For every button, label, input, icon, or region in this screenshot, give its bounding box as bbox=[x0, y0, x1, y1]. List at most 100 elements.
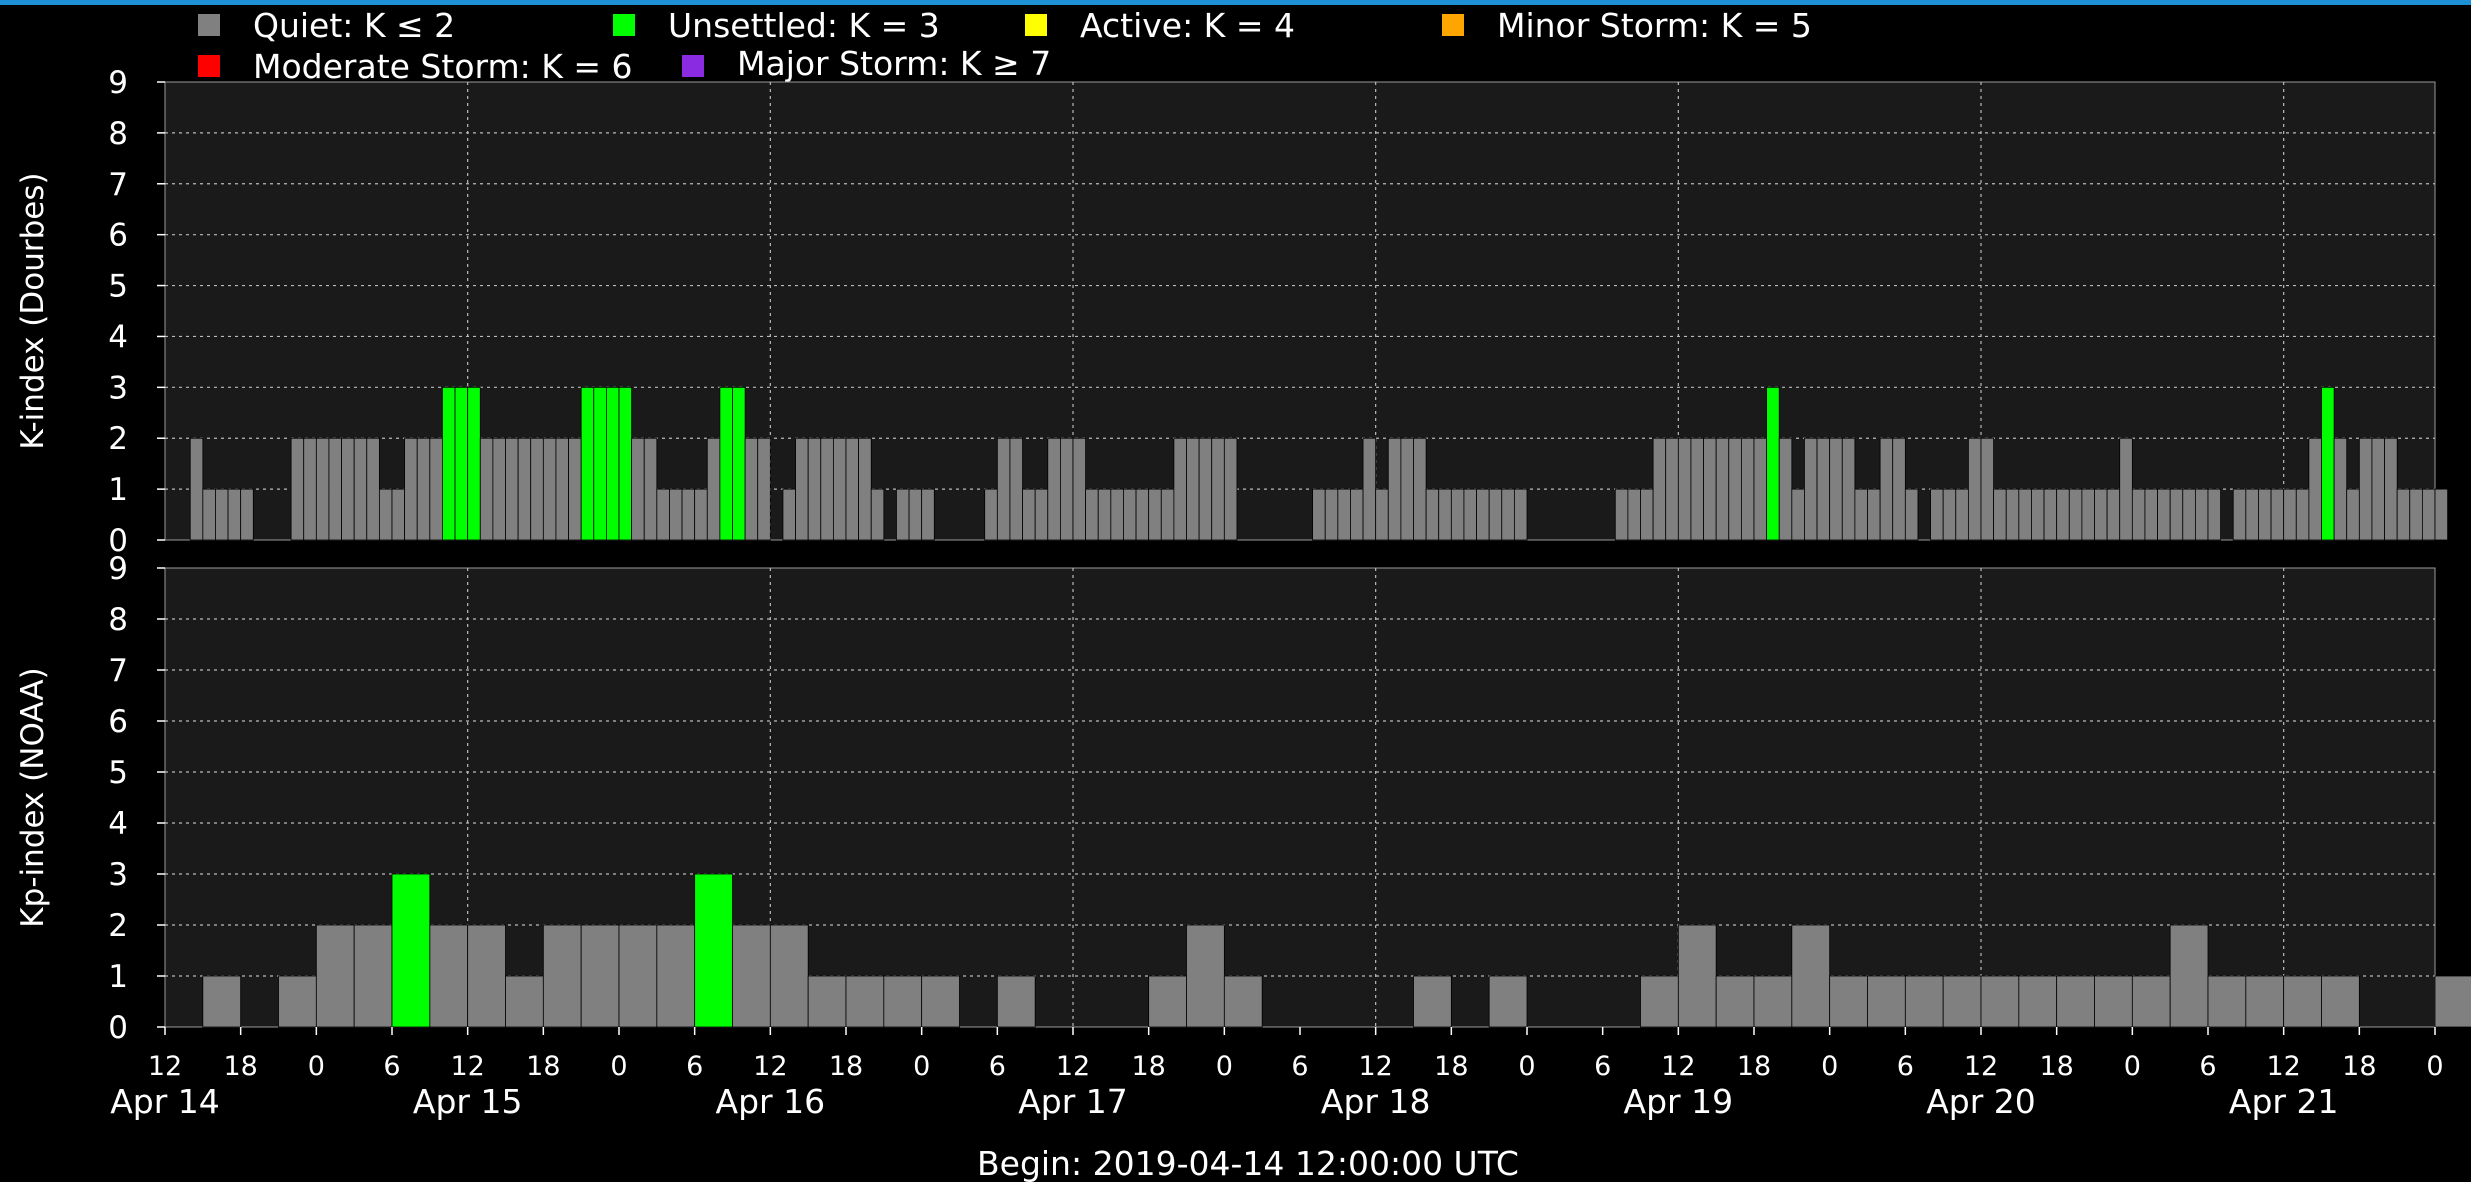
k-bar bbox=[1097, 488, 1112, 541]
x-tick-label: 12 bbox=[2266, 1051, 2300, 1082]
x-tick-label: 18 bbox=[526, 1051, 560, 1082]
y-tick-label: 6 bbox=[108, 704, 128, 740]
y-tick-label: 1 bbox=[108, 472, 128, 508]
k-bar bbox=[1640, 975, 1679, 1028]
x-axis: 12 18 0 6 12 18 0 6 12 18 0 6 12 18 0 6 12 18 0 6 12 18 0 6 12 18… bbox=[110, 1027, 2444, 1121]
x-tick-label: 6 bbox=[686, 1051, 703, 1082]
k-bar bbox=[1476, 488, 1490, 541]
k-bar bbox=[1942, 975, 1982, 1028]
k-bar bbox=[2144, 488, 2158, 541]
k-bar bbox=[1753, 437, 1768, 541]
k-bar bbox=[467, 386, 481, 541]
y-tick-label: 5 bbox=[108, 269, 128, 305]
k-bar bbox=[1186, 924, 1225, 1028]
k-bar bbox=[1034, 488, 1049, 541]
x-tick-label: 12 bbox=[753, 1051, 787, 1082]
k-bar bbox=[996, 975, 1036, 1028]
k-bar bbox=[366, 437, 380, 541]
k-bar bbox=[1980, 437, 1995, 541]
k-bar bbox=[921, 488, 935, 541]
k-bar bbox=[2056, 975, 2095, 1028]
y-tick-label: 9 bbox=[108, 551, 128, 587]
k-bar bbox=[1324, 488, 1339, 541]
k-bar bbox=[1980, 975, 2020, 1028]
x-tick-label: 12 bbox=[1358, 1051, 1392, 1082]
k-bar bbox=[631, 437, 645, 541]
k-bar bbox=[2157, 488, 2171, 541]
x-date-label: Apr 14 bbox=[110, 1082, 220, 1121]
x-tick-label: 12 bbox=[1661, 1051, 1695, 1082]
k-bar bbox=[2081, 488, 2095, 541]
k-bar bbox=[1967, 437, 1982, 541]
k-bar bbox=[2308, 437, 2322, 541]
k-bar bbox=[442, 386, 456, 541]
k-bar bbox=[2245, 975, 2285, 1028]
k-bar bbox=[1413, 975, 1452, 1028]
legend-label: Moderate Storm: K = 6 bbox=[253, 47, 633, 86]
k-bar bbox=[1728, 437, 1742, 541]
k-bar bbox=[2131, 488, 2146, 541]
k-bar bbox=[1110, 488, 1124, 541]
k-bar bbox=[2094, 488, 2108, 541]
k-bar bbox=[870, 488, 885, 541]
k-bar bbox=[1148, 488, 1162, 541]
k-bar bbox=[807, 437, 822, 541]
k-bar bbox=[1816, 437, 1831, 541]
k-bar bbox=[996, 437, 1011, 541]
k-bar bbox=[845, 975, 885, 1028]
kp-index-noaa-panel: 0 1 2 3 4 5 6 7 8 9 Kp-index (NOAA) bbox=[15, 551, 2471, 1046]
k-bar bbox=[2270, 488, 2285, 541]
k-bar bbox=[1059, 437, 1074, 541]
x-tick-label: 6 bbox=[2199, 1051, 2216, 1082]
legend-label: Quiet: K ≤ 2 bbox=[253, 6, 455, 45]
k-bar bbox=[1223, 975, 1263, 1028]
y-tick-label: 4 bbox=[108, 319, 128, 355]
k-bar bbox=[1627, 488, 1641, 541]
k-bar bbox=[1930, 488, 1944, 541]
y-tick-label: 3 bbox=[108, 370, 128, 406]
k-bar bbox=[1375, 488, 1389, 541]
k-bar bbox=[416, 437, 431, 541]
x-tick-label: 12 bbox=[1056, 1051, 1090, 1082]
k-bar bbox=[2119, 437, 2133, 541]
k-bar bbox=[1715, 975, 1755, 1028]
k-bar bbox=[2245, 488, 2259, 541]
k-bar bbox=[2434, 488, 2449, 541]
k-bar bbox=[1488, 975, 1528, 1028]
k-bar bbox=[681, 488, 696, 541]
k-bar bbox=[1904, 488, 1919, 541]
k-bar bbox=[378, 488, 393, 541]
k-bar bbox=[2333, 437, 2348, 541]
k-bar bbox=[328, 437, 342, 541]
k-bar bbox=[732, 924, 771, 1028]
k-bar bbox=[1904, 975, 1944, 1028]
k-bar bbox=[1640, 488, 1654, 541]
k-bar bbox=[1829, 437, 1843, 541]
k-bar bbox=[530, 437, 544, 541]
k-bar bbox=[2106, 488, 2121, 541]
k-bar bbox=[492, 437, 506, 541]
k-bar bbox=[618, 386, 633, 541]
k-bar bbox=[1677, 924, 1717, 1028]
x-tick-label: 0 bbox=[2124, 1051, 2141, 1082]
k-bar bbox=[1123, 488, 1137, 541]
k-bar bbox=[555, 437, 569, 541]
k-bar bbox=[2194, 488, 2209, 541]
k-bar bbox=[2043, 488, 2058, 541]
k-bar bbox=[202, 975, 242, 1028]
k-bar bbox=[820, 437, 834, 541]
k-bar bbox=[2094, 975, 2133, 1028]
y-tick-label: 2 bbox=[108, 908, 128, 944]
y-tick-label: 8 bbox=[108, 116, 128, 152]
y-tick-label: 9 bbox=[108, 65, 128, 101]
k-bar bbox=[694, 488, 708, 541]
k-bar bbox=[1463, 488, 1477, 541]
k-bar bbox=[227, 488, 242, 541]
k-bar bbox=[1955, 488, 1969, 541]
k-bar bbox=[1413, 437, 1427, 541]
k-bar bbox=[568, 437, 582, 541]
legend-label: Minor Storm: K = 5 bbox=[1497, 6, 1812, 45]
k-bar bbox=[2321, 975, 2360, 1028]
x-tick-label: 18 bbox=[1131, 1051, 1165, 1082]
